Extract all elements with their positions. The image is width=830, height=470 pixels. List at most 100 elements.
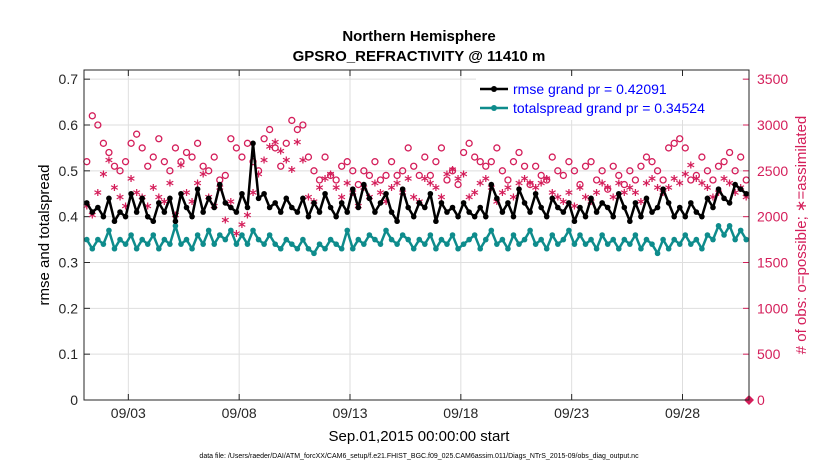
obs-possible-point bbox=[338, 162, 346, 170]
rmse-point bbox=[372, 209, 378, 215]
totalspread-point bbox=[688, 241, 694, 247]
totalspread-point bbox=[239, 232, 245, 238]
totalspread-point bbox=[294, 245, 301, 252]
obs-possible-point bbox=[160, 158, 169, 166]
obs-assimilated-point: * bbox=[637, 195, 645, 213]
totalspread-point bbox=[527, 227, 533, 234]
totalspread-point bbox=[233, 241, 240, 247]
obs-assimilated-point: * bbox=[576, 181, 584, 199]
obs-assimilated-point: * bbox=[216, 181, 224, 199]
totalspread-point bbox=[322, 245, 328, 252]
obs-possible-point bbox=[487, 158, 495, 166]
rmse-point bbox=[366, 195, 373, 202]
obs-assimilated-point: * bbox=[654, 181, 662, 199]
obs-possible-point bbox=[398, 167, 407, 175]
obs-assimilated-point: * bbox=[726, 177, 734, 195]
rmse-point bbox=[676, 204, 683, 211]
data-file-note: data file: /Users/raeder/DAI/ATM_forcXX/… bbox=[199, 453, 639, 460]
rmse-point bbox=[233, 209, 240, 215]
obs-assimilated-point: * bbox=[526, 177, 534, 195]
totalspread-point bbox=[671, 236, 677, 243]
obs-possible-point bbox=[260, 135, 268, 143]
rmse-point bbox=[211, 204, 218, 211]
totalspread-point bbox=[144, 241, 151, 247]
rmse-point bbox=[239, 190, 245, 197]
totalspread-point bbox=[266, 232, 273, 238]
y-tick-label: 0.5 bbox=[59, 163, 79, 179]
totalspread-point bbox=[222, 236, 229, 243]
totalspread-point bbox=[272, 241, 278, 247]
obs-assimilated-point: * bbox=[377, 186, 385, 204]
rmse-point bbox=[266, 204, 273, 211]
totalspread-point bbox=[455, 245, 461, 252]
totalspread-point bbox=[444, 241, 450, 247]
obs-assimilated-point: * bbox=[504, 181, 512, 199]
rmse-point bbox=[549, 195, 556, 202]
obs-assimilated-point: * bbox=[604, 181, 612, 199]
totalspread-point bbox=[333, 241, 339, 247]
obs-assimilated-point: * bbox=[116, 190, 124, 208]
rmse-point bbox=[577, 204, 583, 211]
obs-possible-point bbox=[687, 176, 695, 184]
rmse-point bbox=[95, 204, 101, 211]
rmse-point bbox=[361, 181, 367, 188]
x-tick-label: 09/03 bbox=[111, 405, 146, 421]
totalspread-point bbox=[399, 232, 406, 238]
obs-assimilated-point: * bbox=[681, 167, 689, 185]
obs-possible-point bbox=[565, 158, 573, 166]
obs-assimilated-point: * bbox=[709, 190, 717, 208]
obs-assimilated-point: * bbox=[127, 172, 135, 190]
totalspread-point bbox=[566, 227, 572, 234]
obs-possible-point bbox=[587, 158, 595, 166]
totalspread-point bbox=[361, 241, 367, 247]
obs-possible-point bbox=[709, 176, 717, 184]
obs-assimilated-point: * bbox=[238, 218, 246, 236]
obs-possible-point bbox=[371, 158, 379, 166]
obs-possible-point bbox=[631, 176, 640, 184]
totalspread-point bbox=[721, 232, 727, 238]
obs-assimilated-point: * bbox=[305, 190, 313, 208]
obs-assimilated-point: * bbox=[160, 195, 168, 213]
y2-axis-label: # of obs: o=possible; ∗=assimilated bbox=[793, 116, 810, 355]
totalspread-point bbox=[372, 236, 378, 243]
y-tick-label: 0.4 bbox=[59, 209, 79, 225]
y-tick-label: 0.1 bbox=[59, 346, 79, 362]
obs-assimilated-point: * bbox=[421, 172, 429, 190]
y2-tick-label: 1500 bbox=[757, 255, 788, 271]
rmse-point bbox=[327, 204, 334, 211]
obs-possible-point bbox=[221, 171, 229, 180]
obs-possible-point bbox=[155, 135, 163, 143]
x-axis-label: Sep.01,2015 00:00:00 start bbox=[329, 428, 511, 445]
obs-assimilated-point: * bbox=[144, 200, 152, 218]
rmse-point bbox=[737, 186, 744, 192]
totalspread-point bbox=[178, 241, 184, 247]
rmse-point bbox=[649, 209, 655, 215]
obs-possible-point bbox=[205, 167, 213, 175]
totalspread-point bbox=[255, 236, 262, 243]
totalspread-point bbox=[571, 241, 578, 247]
totalspread-point bbox=[732, 236, 738, 243]
obs-possible-point bbox=[592, 176, 601, 184]
obs-possible-point bbox=[493, 144, 501, 152]
totalspread-point bbox=[205, 227, 212, 234]
totalspread-point bbox=[244, 241, 251, 247]
obs-possible-point bbox=[282, 139, 290, 147]
rmse-point bbox=[333, 213, 339, 220]
rmse-point bbox=[161, 209, 168, 215]
obs-possible-point bbox=[193, 139, 202, 147]
totalspread-point bbox=[538, 236, 544, 243]
y2-tick-label: 3000 bbox=[757, 117, 788, 133]
obs-assimilated-point: * bbox=[266, 140, 274, 158]
rmse-point bbox=[643, 195, 650, 202]
obs-assimilated-point: * bbox=[548, 186, 556, 204]
rmse-point bbox=[355, 204, 362, 211]
rmse-point bbox=[660, 186, 666, 192]
obs-assimilated-point: * bbox=[299, 154, 307, 172]
obs-possible-point bbox=[543, 176, 551, 184]
totalspread-point bbox=[715, 223, 722, 229]
obs-assimilated-point: * bbox=[232, 227, 240, 245]
obs-possible-point bbox=[570, 167, 579, 175]
obs-assimilated-point: * bbox=[166, 177, 174, 195]
obs-possible-point bbox=[504, 176, 512, 184]
obs-assimilated-point: * bbox=[88, 209, 96, 227]
